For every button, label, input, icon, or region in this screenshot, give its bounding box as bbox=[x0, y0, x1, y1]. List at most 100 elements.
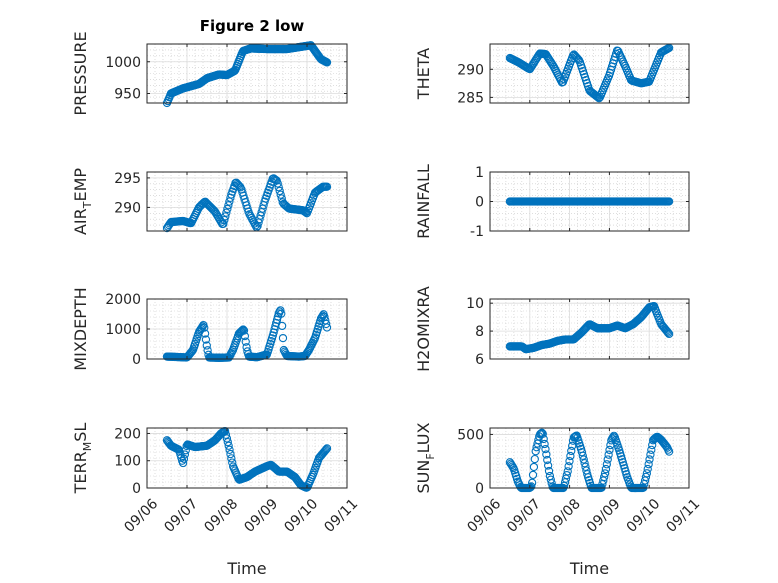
data-point bbox=[531, 447, 540, 456]
data-point bbox=[600, 469, 610, 478]
data-point bbox=[226, 449, 235, 459]
subplot-mixdepth: 0 1000 2000 MIXDEPTH bbox=[71, 287, 348, 371]
data-point bbox=[227, 454, 236, 463]
axes-box-pressure bbox=[146, 43, 348, 104]
y-tick-label: 290 bbox=[457, 62, 484, 78]
data-point bbox=[200, 329, 210, 338]
data-point bbox=[224, 201, 233, 210]
y-tick-label: 0 bbox=[475, 481, 484, 497]
data-point bbox=[526, 483, 535, 492]
data-point bbox=[645, 455, 654, 464]
y-tick-label: 0 bbox=[132, 481, 141, 497]
data-point bbox=[642, 469, 652, 478]
data-point bbox=[566, 451, 575, 461]
data-point bbox=[562, 470, 571, 480]
data-point bbox=[322, 444, 332, 453]
data-point bbox=[664, 447, 674, 456]
data-point bbox=[647, 445, 656, 454]
data-point bbox=[641, 472, 651, 482]
y-axis-label-terr_msl: TERRMSL bbox=[71, 423, 94, 495]
series-h2omixra bbox=[505, 301, 674, 354]
axes-box-h2omixra bbox=[489, 298, 690, 360]
data-point bbox=[322, 323, 332, 332]
subplot-theta: 285 290 THETA bbox=[414, 43, 690, 106]
data-point bbox=[578, 451, 587, 460]
axes-box-air_temp bbox=[146, 171, 348, 232]
data-point bbox=[604, 450, 613, 459]
data-point bbox=[661, 441, 670, 450]
data-point bbox=[278, 333, 288, 343]
y-tick-label: 295 bbox=[114, 171, 141, 187]
data-point bbox=[538, 429, 547, 438]
data-point bbox=[568, 441, 577, 450]
subplot-pressure: 950 1000 PRESSURE bbox=[71, 31, 348, 116]
data-point bbox=[321, 445, 331, 454]
data-point bbox=[541, 444, 550, 454]
data-point bbox=[605, 445, 614, 455]
series-theta bbox=[505, 43, 674, 103]
data-point bbox=[529, 462, 539, 472]
data-point bbox=[539, 434, 548, 444]
data-point bbox=[664, 328, 673, 337]
data-point bbox=[202, 341, 211, 350]
data-point bbox=[321, 446, 330, 455]
x-axis-label-terr_msl: Time bbox=[226, 559, 266, 578]
subplot-h2omixra: 6 8 10 H2OMIXRA bbox=[414, 286, 690, 372]
data-point bbox=[201, 335, 211, 344]
data-point bbox=[221, 212, 230, 221]
y-tick-label: 10 bbox=[466, 296, 484, 312]
y-tick-label: 200 bbox=[114, 426, 141, 442]
data-point bbox=[543, 455, 552, 465]
data-point bbox=[579, 455, 588, 464]
data-point bbox=[224, 441, 233, 450]
series-terr_msl bbox=[162, 426, 332, 492]
data-point bbox=[565, 456, 574, 466]
data-point bbox=[187, 347, 196, 356]
y-axis-label-air_temp: AIRTEMP bbox=[71, 168, 94, 235]
axes-box-theta bbox=[489, 43, 690, 104]
data-point bbox=[644, 460, 653, 469]
data-point bbox=[276, 190, 285, 199]
data-point bbox=[572, 53, 582, 63]
data-point bbox=[228, 458, 237, 467]
data-point bbox=[527, 478, 537, 487]
subplot-air_temp: 290 295 AIRTEMP bbox=[71, 168, 348, 235]
data-point bbox=[600, 472, 609, 482]
y-tick-label: 950 bbox=[114, 86, 141, 102]
series-rainfall bbox=[505, 197, 674, 206]
series-mixdepth bbox=[162, 306, 332, 362]
data-point bbox=[601, 464, 611, 474]
data-point bbox=[567, 446, 576, 456]
data-point bbox=[241, 337, 250, 346]
data-point bbox=[322, 182, 332, 191]
data-point bbox=[664, 197, 674, 206]
y-axis-label-sun_flux: SUNFLUX bbox=[414, 422, 437, 493]
data-point bbox=[225, 445, 234, 454]
data-point bbox=[530, 454, 539, 464]
data-point bbox=[537, 428, 547, 437]
data-point bbox=[273, 179, 282, 188]
figure-title: Figure 2 low bbox=[200, 17, 305, 35]
data-point bbox=[603, 455, 612, 464]
y-tick-label: 285 bbox=[457, 90, 484, 106]
data-point bbox=[543, 461, 553, 470]
data-point bbox=[275, 186, 284, 196]
data-point bbox=[542, 450, 551, 459]
y-axis-label-rainfall: RAINFALL bbox=[414, 164, 433, 239]
data-point bbox=[527, 482, 536, 491]
data-point bbox=[220, 215, 229, 225]
axes-box-terr_msl bbox=[146, 427, 348, 489]
y-tick-label: 1000 bbox=[105, 55, 141, 71]
data-point bbox=[643, 464, 652, 474]
series-air_temp bbox=[162, 174, 332, 233]
data-point bbox=[276, 306, 285, 315]
subplot-rainfall: -1 0 1 RAINFALL bbox=[414, 164, 690, 240]
data-point bbox=[322, 58, 332, 67]
series-pressure bbox=[162, 41, 332, 108]
y-tick-label: 8 bbox=[475, 324, 484, 340]
y-tick-label: 0 bbox=[475, 195, 484, 211]
x-axis-label-sun_flux: Time bbox=[569, 559, 609, 578]
data-point bbox=[180, 450, 190, 459]
